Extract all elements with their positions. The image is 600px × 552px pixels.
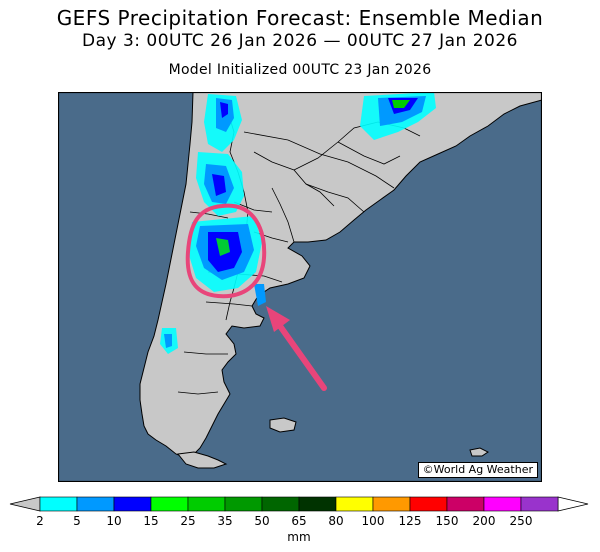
precip-east-coast [254,284,266,306]
colorbar-tick-label: 65 [291,514,306,528]
colorbar-swatch [409,496,448,512]
precip-central-andes-core [212,174,226,196]
precip-north-andes-core [220,102,228,118]
precip-highlighted-core-max [216,238,230,256]
colorbar-swatch [520,496,559,512]
land-falkland-islands [269,417,297,433]
colorbar-tick-label: 15 [143,514,158,528]
precip-northeast-green [392,100,410,108]
colorbar-swatch [187,496,226,512]
colorbar-swatch [39,496,78,512]
colorbar-swatch [76,496,115,512]
colorbar-under-triangle [9,496,41,512]
colorbar-tick-label: 125 [399,514,422,528]
title-block: GEFS Precipitation Forecast: Ensemble Me… [0,6,600,79]
colorbar-swatch [261,496,300,512]
colorbar-swatch [113,496,152,512]
colorbar: 2 5 10 15 25 35 50 65 80 100 125 150 200 250 mm [6,493,596,548]
precip-shading [160,92,436,354]
map-frame-border [58,92,542,482]
colorbar-units: mm [287,530,310,544]
land-south-georgia [469,447,489,457]
colorbar-swatch [335,496,374,512]
colorbar-tick-label: 100 [362,514,385,528]
colorbar-swatch [224,496,263,512]
colorbar-tick-label: 250 [510,514,533,528]
init-time: Model Initialized 00UTC 23 Jan 2026 [168,62,432,78]
colorbar-tick-label: 5 [73,514,81,528]
colorbar-tick-label: 2 [36,514,44,528]
map-svg [58,92,542,482]
credit-label: ©World Ag Weather [417,462,538,478]
arrow-pointer [266,306,327,391]
colorbar-over-triangle [557,496,589,512]
map-panel: ©World Ag Weather [58,92,542,482]
colorbar-tick-label: 10 [106,514,121,528]
colorbar-swatch [150,496,189,512]
forecast-period: Day 3: 00UTC 26 Jan 2026 — 00UTC 27 Jan … [81,31,519,51]
colorbar-swatch [298,496,337,512]
chart-title: GEFS Precipitation Forecast: Ensemble Me… [56,6,544,30]
precip-south-coast-mid [164,334,172,348]
colorbar-tick-label: 50 [254,514,269,528]
colorbar-swatch [372,496,411,512]
colorbar-tick-label: 80 [328,514,343,528]
colorbar-tick-label: 200 [473,514,496,528]
land-tierra-del-fuego [177,451,228,469]
colorbar-tick-label: 35 [217,514,232,528]
highlight-circle [185,203,267,299]
colorbar-tick-label: 150 [436,514,459,528]
colorbar-swatch [483,496,522,512]
colorbar-tick-label: 25 [180,514,195,528]
colorbar-swatch [446,496,485,512]
